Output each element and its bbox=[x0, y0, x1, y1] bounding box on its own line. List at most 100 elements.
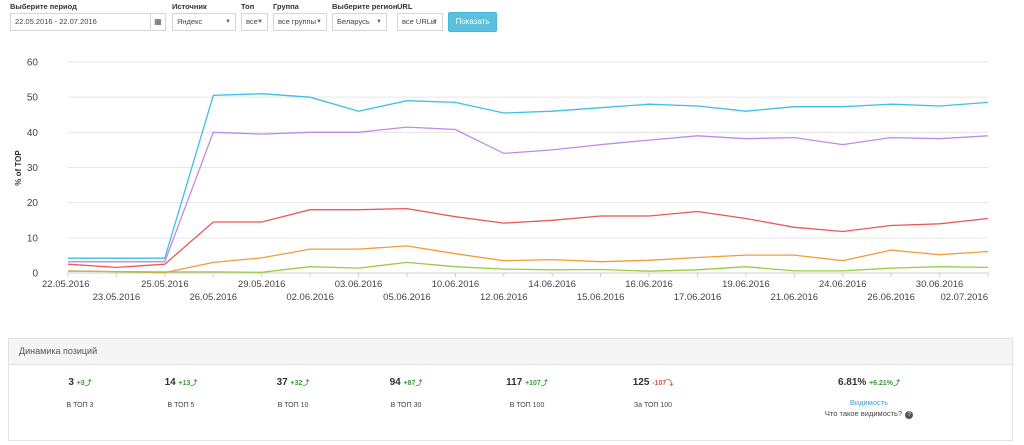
group-select[interactable]: все группы ▼ bbox=[273, 13, 327, 31]
top-label: Топ bbox=[241, 2, 255, 11]
stat-delta: +32 bbox=[290, 380, 303, 387]
x-tick-label: 03.06.2016 bbox=[335, 279, 383, 290]
group-filter: Группа все группы ▼ bbox=[273, 2, 327, 31]
period-input[interactable]: 22.05.2016 - 22.07.2016 ▦ bbox=[10, 13, 166, 31]
stat-top-100: 117 +107⤴ В ТОП 100 bbox=[472, 377, 582, 409]
stat-label: В ТОП 10 bbox=[277, 402, 309, 409]
x-tick-label: 17.06.2016 bbox=[674, 292, 722, 303]
stat-delta: +107 bbox=[525, 380, 541, 387]
url-filter: URL все URLы ▼ bbox=[397, 2, 443, 31]
stat-value: 14 bbox=[164, 377, 176, 388]
stat-label: За ТОП 100 bbox=[633, 402, 673, 409]
trend-up-icon: ⤴ bbox=[190, 380, 198, 387]
stat-label: В ТОП 30 bbox=[390, 402, 422, 409]
visibility-value: 6.81% bbox=[837, 377, 867, 388]
stat-label: В ТОП 3 bbox=[66, 402, 94, 409]
visibility-delta: +6.21% bbox=[869, 380, 894, 387]
positions-panel-title: Динамика позиций bbox=[9, 339, 1012, 365]
stat-delta: +87 bbox=[403, 380, 416, 387]
stat-label: В ТОП 100 bbox=[509, 402, 545, 409]
question-icon[interactable]: ? bbox=[905, 411, 914, 419]
x-tick-label: 25.05.2016 bbox=[141, 279, 189, 290]
x-tick-label: 14.06.2016 bbox=[528, 279, 576, 290]
x-tick-label: 10.06.2016 bbox=[432, 279, 480, 290]
stat-delta: -107 bbox=[652, 380, 667, 387]
top-percentage-line-chart: 0 10 20 30 40 50 60 22.05.201623.05.201625.05.… bbox=[14, 58, 989, 303]
stat-value: 117 bbox=[506, 377, 523, 388]
trend-up-icon: ⤴ bbox=[302, 380, 310, 387]
period-value: 22.05.2016 - 22.07.2016 bbox=[15, 17, 97, 26]
trend-up-icon: ⤴ bbox=[415, 380, 423, 387]
period-filter: Выберите период 22.05.2016 - 22.07.2016 … bbox=[10, 2, 166, 31]
url-label: URL bbox=[397, 2, 413, 11]
source-value: Яндекс bbox=[177, 17, 203, 26]
y-tick-label: 60 bbox=[27, 58, 39, 69]
stat-top-10: 37 +32⤴ В ТОП 10 bbox=[238, 377, 348, 409]
x-tick-label: 16.06.2016 bbox=[625, 279, 673, 290]
x-tick-label: 19.06.2016 bbox=[722, 279, 770, 290]
visibility-help[interactable]: Что такое видимость?? bbox=[809, 409, 929, 419]
chevron-down-icon: ▼ bbox=[432, 19, 438, 25]
x-tick-label: 22.05.2016 bbox=[42, 279, 90, 290]
chart-grid bbox=[68, 61, 988, 274]
top-select[interactable]: все ▼ bbox=[241, 13, 268, 31]
trend-up-icon: ⤴ bbox=[893, 380, 901, 387]
positions-panel: Динамика позиций 3 +3⤴ В ТОП 3 14 +13⤴ В… bbox=[8, 338, 1013, 441]
x-tick-label: 02.06.2016 bbox=[286, 292, 334, 303]
stat-value: 3 bbox=[68, 377, 74, 388]
visibility-link[interactable]: Видимость bbox=[849, 398, 889, 407]
x-tick-label: 12.06.2016 bbox=[480, 292, 528, 303]
y-tick-label: 10 bbox=[27, 233, 39, 244]
chart-series bbox=[67, 93, 989, 274]
series-line-3 bbox=[67, 207, 989, 269]
y-axis-label: % of TOP bbox=[14, 150, 23, 186]
y-tick-label: 50 bbox=[27, 93, 39, 104]
stat-beyond-top-100: 125 -107⤵ За ТОП 100 bbox=[598, 377, 708, 409]
region-label: Выберите регион bbox=[332, 2, 398, 11]
x-tick-label: 29.05.2016 bbox=[238, 279, 286, 290]
series-line-4 bbox=[67, 245, 989, 274]
series-line-2 bbox=[68, 126, 989, 263]
x-tick-label: 26.05.2016 bbox=[189, 292, 237, 303]
x-tick-label: 21.06.2016 bbox=[771, 292, 819, 303]
x-tick-label: 15.06.2016 bbox=[577, 292, 625, 303]
source-select[interactable]: Яндекс ▼ bbox=[172, 13, 236, 31]
stat-top-30: 94 +87⤴ В ТОП 30 bbox=[351, 377, 461, 409]
series-line-1 bbox=[68, 93, 989, 259]
url-select[interactable]: все URLы ▼ bbox=[397, 13, 443, 31]
x-tick-label: 05.06.2016 bbox=[383, 292, 431, 303]
stat-value: 125 bbox=[632, 377, 650, 388]
x-tick-label: 24.06.2016 bbox=[819, 279, 867, 290]
chevron-down-icon: ▼ bbox=[225, 19, 231, 25]
stat-visibility: 6.81% +6.21%⤴ Видимость Что такое видимо… bbox=[809, 377, 929, 419]
x-tick-label: 23.05.2016 bbox=[93, 292, 141, 303]
source-filter: Источник Яндекс ▼ bbox=[172, 2, 236, 31]
url-value: все URLы bbox=[402, 17, 437, 26]
filters-bar: Выберите период 22.05.2016 - 22.07.2016 … bbox=[0, 0, 1024, 40]
group-label: Группа bbox=[273, 2, 299, 11]
stat-value: 94 bbox=[389, 377, 401, 388]
trend-up-icon: ⤴ bbox=[540, 380, 548, 387]
x-axis-ticks: 22.05.201623.05.201625.05.201626.05.2016… bbox=[42, 273, 989, 303]
stat-value: 37 bbox=[276, 377, 288, 388]
top-value: все bbox=[246, 17, 258, 26]
x-tick-label: 26.06.2016 bbox=[867, 292, 915, 303]
show-button[interactable]: Показать bbox=[448, 12, 497, 32]
group-value: все группы bbox=[278, 17, 316, 26]
stat-delta: +3 bbox=[76, 380, 85, 387]
y-tick-label: 40 bbox=[27, 128, 39, 139]
period-label: Выберите период bbox=[10, 2, 77, 11]
calendar-icon[interactable]: ▦ bbox=[150, 14, 165, 30]
y-tick-label: 30 bbox=[27, 163, 39, 174]
x-tick-label: 02.07.2016 bbox=[940, 292, 988, 303]
region-select[interactable]: Беларусь ▼ bbox=[332, 13, 387, 31]
stat-top-5: 14 +13⤴ В ТОП 5 bbox=[126, 377, 236, 409]
trend-up-icon: ⤴ bbox=[84, 380, 92, 387]
chevron-down-icon: ▼ bbox=[257, 19, 263, 25]
region-value: Беларусь bbox=[337, 17, 370, 26]
stat-label: В ТОП 5 bbox=[167, 402, 195, 409]
chevron-down-icon: ▼ bbox=[376, 19, 382, 25]
chevron-down-icon: ▼ bbox=[316, 19, 322, 25]
stat-top-3: 3 +3⤴ В ТОП 3 bbox=[25, 377, 135, 409]
trend-down-icon: ⤵ bbox=[666, 380, 674, 387]
